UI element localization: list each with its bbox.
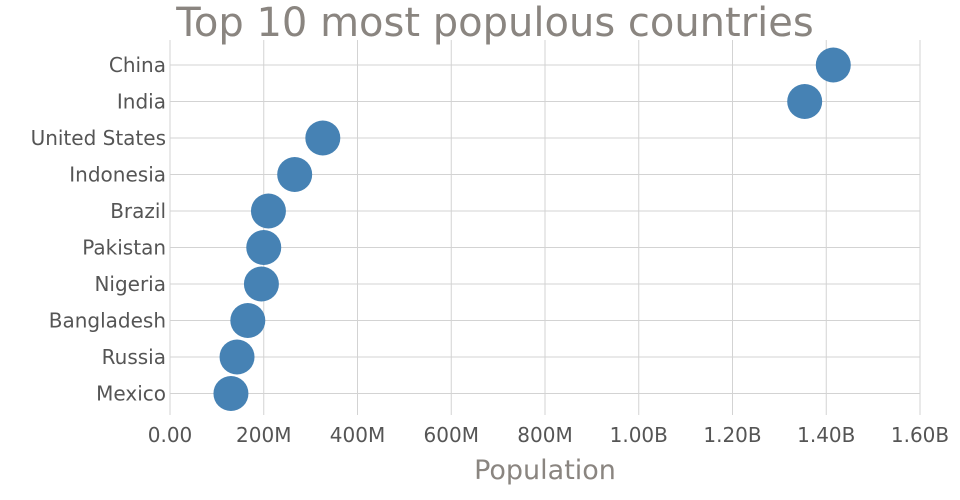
data-point bbox=[246, 230, 282, 265]
data-point bbox=[305, 120, 341, 156]
y-tick-label: Nigeria bbox=[94, 272, 166, 296]
y-tick-label: Indonesia bbox=[69, 163, 166, 187]
x-tick-label: 0.00 bbox=[148, 423, 193, 447]
x-tick-label: 1.00B bbox=[610, 423, 668, 447]
data-point bbox=[815, 47, 851, 83]
x-tick-label: 200M bbox=[236, 423, 291, 447]
y-tick-label: Russia bbox=[102, 345, 166, 369]
x-tick-label: 400M bbox=[330, 423, 385, 447]
data-point bbox=[250, 193, 286, 229]
data-point bbox=[219, 339, 255, 375]
y-tick-label: India bbox=[117, 90, 166, 114]
data-point bbox=[277, 157, 313, 192]
y-tick-label: China bbox=[109, 53, 166, 77]
data-point bbox=[787, 84, 823, 119]
y-tick-label: Mexico bbox=[96, 382, 166, 406]
grid-layer bbox=[169, 40, 921, 415]
y-tick-label: Brazil bbox=[110, 199, 166, 223]
data-point bbox=[243, 266, 279, 302]
x-tick-label: 600M bbox=[424, 423, 479, 447]
chart-title: Top 10 most populous countries bbox=[175, 0, 813, 46]
x-axis-title: Population bbox=[474, 455, 616, 486]
x-axis-ticks: 0.00 200M 400M 600M 800M 1.00B 1.20B 1.40B 1.60B bbox=[148, 423, 949, 447]
x-tick-label: 800M bbox=[517, 423, 572, 447]
x-tick-label: 1.60B bbox=[891, 423, 949, 447]
data-points bbox=[213, 47, 851, 411]
x-tick-label: 1.40B bbox=[797, 423, 855, 447]
x-tick-label: 1.20B bbox=[703, 423, 761, 447]
data-point bbox=[213, 376, 249, 411]
y-tick-label: Pakistan bbox=[82, 236, 166, 260]
y-tick-label: United States bbox=[31, 126, 166, 150]
y-tick-label: Bangladesh bbox=[49, 309, 166, 333]
y-axis-ticks: China India United States Indonesia Brazil Pa… bbox=[31, 53, 166, 406]
data-point bbox=[230, 303, 266, 338]
